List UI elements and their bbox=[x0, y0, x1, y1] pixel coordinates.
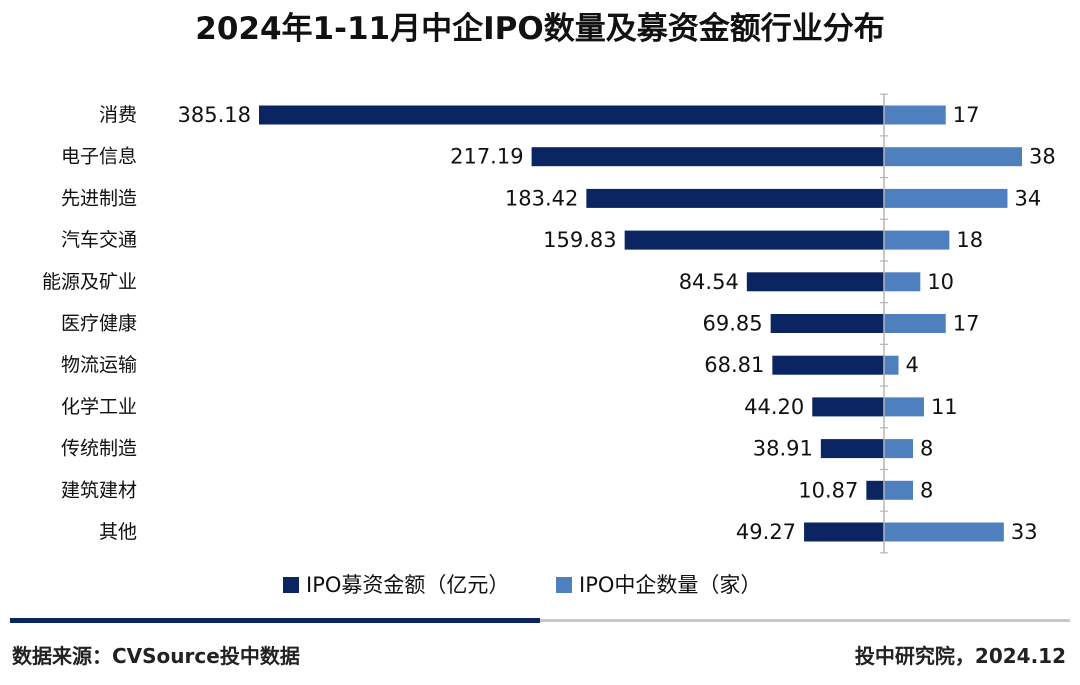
count-data-label: 17 bbox=[953, 312, 980, 336]
amount-data-label: 84.54 bbox=[679, 270, 739, 294]
amount-data-label: 38.91 bbox=[753, 437, 813, 461]
count-data-label: 10 bbox=[927, 270, 954, 294]
count-bar bbox=[884, 439, 914, 459]
amount-bar bbox=[586, 188, 884, 208]
count-data-label: 17 bbox=[953, 103, 980, 127]
count-bar bbox=[884, 522, 1004, 542]
amount-data-label: 183.42 bbox=[505, 186, 578, 210]
count-data-label: 11 bbox=[931, 395, 958, 419]
count-data-label: 34 bbox=[1014, 186, 1041, 210]
category-label: 汽车交通 bbox=[61, 229, 137, 251]
amount-bar bbox=[820, 439, 884, 459]
amount-data-label: 217.19 bbox=[450, 145, 523, 169]
footer-divider-dark bbox=[10, 618, 540, 623]
butterfly-bar-chart: 消费 385.18 17 电子信息 217.19 38 先进制造 183.42 34 汽车交通 15… bbox=[42, 93, 1056, 597]
count-data-label: 8 bbox=[920, 478, 933, 502]
amount-bar bbox=[531, 147, 884, 167]
category-label: 电子信息 bbox=[61, 146, 137, 168]
category-label: 医疗健康 bbox=[61, 313, 137, 335]
category-label: 传统制造 bbox=[61, 438, 137, 460]
count-bar bbox=[884, 397, 924, 417]
footer-divider-light bbox=[540, 619, 1070, 622]
count-bar bbox=[884, 147, 1022, 167]
data-source-note: 数据来源：CVSource投中数据 bbox=[12, 644, 300, 668]
count-data-label: 4 bbox=[906, 353, 919, 377]
amount-data-label: 68.81 bbox=[704, 353, 764, 377]
count-bar bbox=[884, 188, 1008, 208]
count-bar bbox=[884, 314, 946, 333]
category-label: 化学工业 bbox=[61, 396, 137, 418]
count-bar bbox=[884, 230, 950, 250]
category-label: 建筑建材 bbox=[61, 479, 137, 501]
amount-data-label: 385.18 bbox=[178, 103, 251, 127]
count-data-label: 33 bbox=[1011, 520, 1038, 544]
count-bar bbox=[884, 480, 914, 500]
publisher-credit: 投中研究院，2024.12 bbox=[854, 644, 1066, 668]
count-bar bbox=[884, 272, 921, 292]
count-bar bbox=[884, 105, 946, 125]
amount-bar bbox=[259, 105, 884, 125]
count-data-label: 18 bbox=[956, 228, 983, 252]
amount-bar bbox=[770, 314, 884, 333]
amount-bar bbox=[812, 397, 884, 417]
category-label: 先进制造 bbox=[61, 187, 137, 209]
count-data-label: 8 bbox=[920, 437, 933, 461]
count-data-label: 38 bbox=[1029, 145, 1056, 169]
category-label: 其他 bbox=[99, 521, 137, 543]
amount-data-label: 69.85 bbox=[703, 312, 763, 336]
category-label: 消费 bbox=[99, 104, 137, 126]
amount-bar bbox=[866, 480, 884, 500]
amount-data-label: 49.27 bbox=[736, 520, 796, 544]
legend-label-count: IPO中企数量（家） bbox=[579, 573, 761, 597]
amount-bar bbox=[624, 230, 884, 250]
amount-bar bbox=[804, 522, 884, 542]
legend-label-amount: IPO募资金额（亿元） bbox=[306, 573, 509, 597]
category-label: 能源及矿业 bbox=[42, 271, 137, 293]
amount-data-label: 159.83 bbox=[543, 228, 616, 252]
amount-data-label: 10.87 bbox=[798, 478, 858, 502]
chart-title: 2024年1-11月中企IPO数量及募资金额行业分布 bbox=[195, 11, 885, 47]
amount-bar bbox=[746, 272, 884, 292]
amount-data-label: 44.20 bbox=[744, 395, 804, 419]
legend-swatch-count bbox=[556, 577, 572, 593]
amount-bar bbox=[772, 355, 884, 375]
legend-swatch-amount bbox=[283, 577, 299, 593]
count-bar bbox=[884, 355, 899, 375]
category-label: 物流运输 bbox=[61, 354, 137, 376]
